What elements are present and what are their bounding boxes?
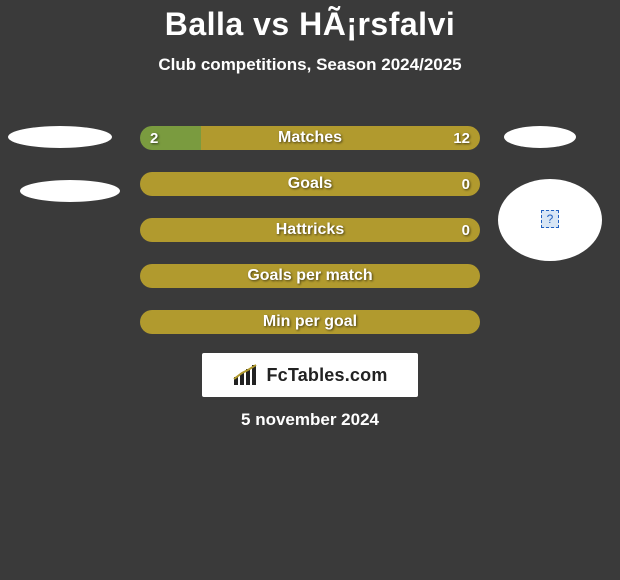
bar-chart-icon (232, 363, 260, 387)
chart-row: Hattricks0 (140, 218, 480, 242)
missing-image-glyph: ? (547, 212, 554, 226)
player-left-avatar-ellipse-2 (20, 180, 120, 202)
chart-row: Goals0 (140, 172, 480, 196)
comparison-chart: Matches212 Goals0 Hattricks0 Goals per matc… (140, 126, 480, 356)
logo-card: FcTables.com (202, 353, 418, 397)
page-subtitle: Club competitions, Season 2024/2025 (0, 55, 620, 75)
missing-image-icon: ? (541, 210, 559, 228)
bar-segment-right (140, 172, 480, 196)
bar-segment-right (201, 126, 480, 150)
bar-segment-left (140, 126, 201, 150)
date-line: 5 november 2024 (0, 410, 620, 430)
bar-segment-right (140, 218, 480, 242)
player-right-avatar-ellipse (504, 126, 576, 148)
bar-segment-right (140, 310, 480, 334)
chart-row: Min per goal (140, 310, 480, 334)
player-left-avatar-ellipse-1 (8, 126, 112, 148)
chart-row: Matches212 (140, 126, 480, 150)
chart-row: Goals per match (140, 264, 480, 288)
bar-segment-right (140, 264, 480, 288)
page-title: Balla vs HÃ¡rsfalvi (0, 0, 620, 43)
logo-text: FcTables.com (266, 365, 387, 386)
